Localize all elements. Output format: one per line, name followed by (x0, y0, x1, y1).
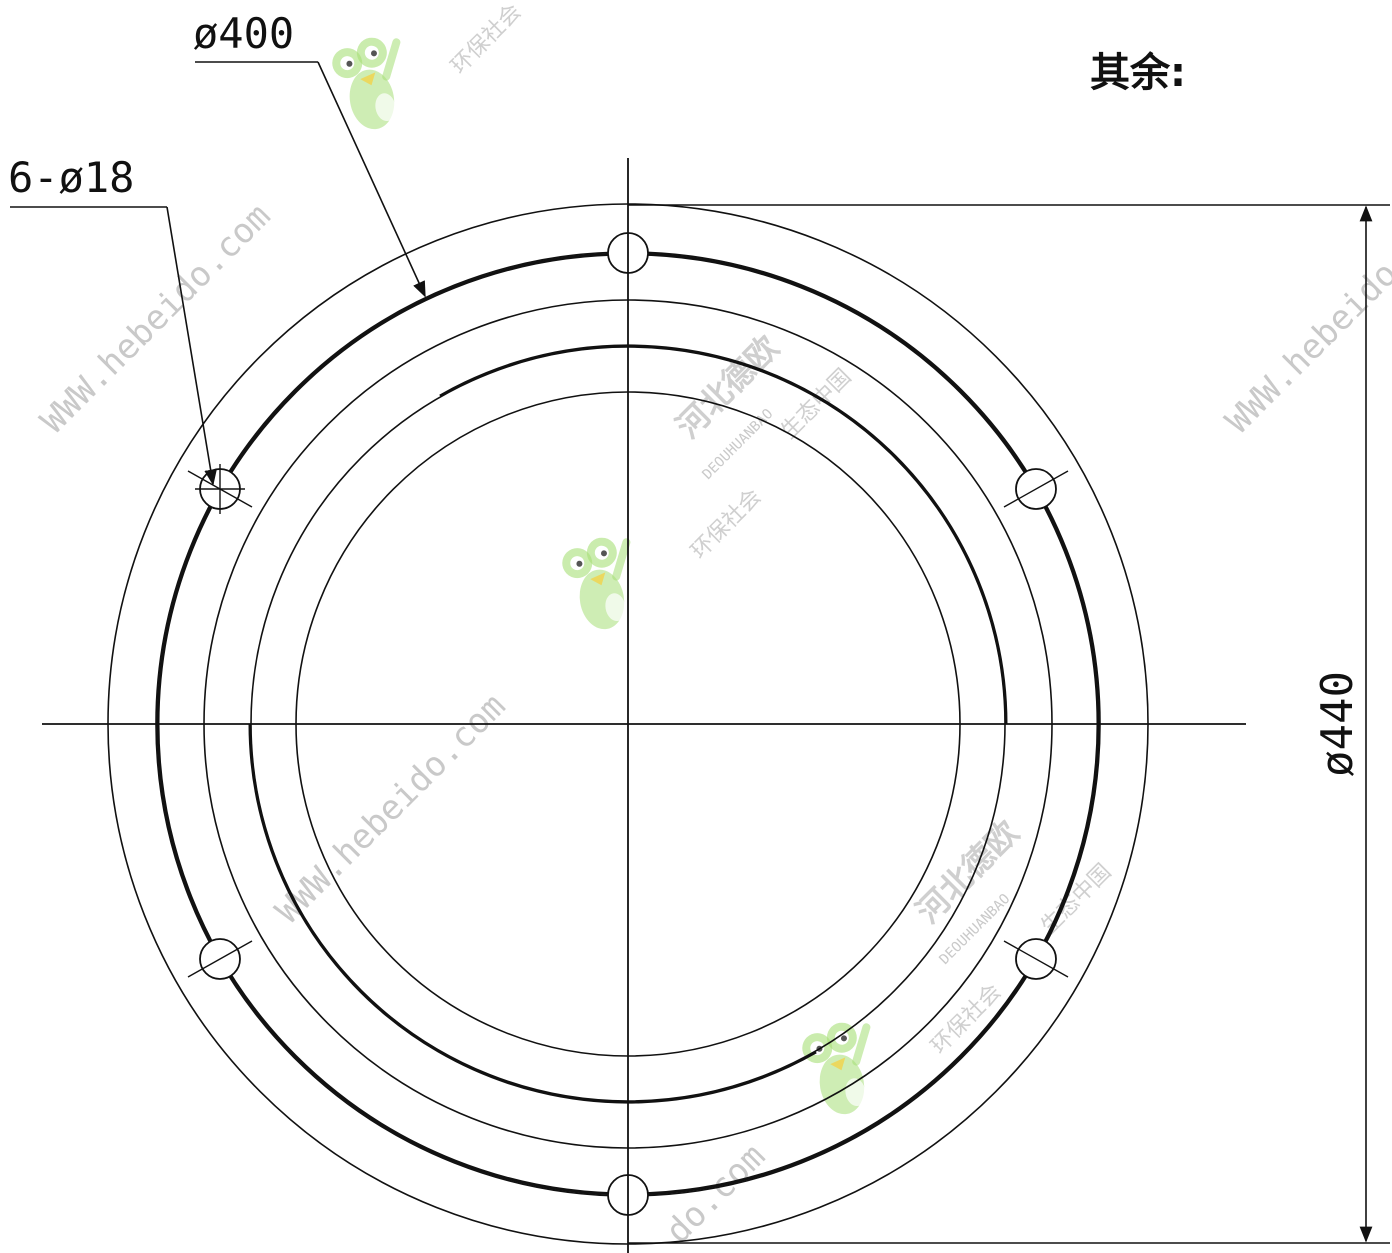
watermark-slogan: 生态中国 (777, 364, 857, 444)
watermark-brand: 河北德欧 (669, 328, 786, 445)
watermark-slogan: 环保社会 (687, 484, 767, 564)
remaining-note: 其余: (1090, 50, 1186, 96)
bolt-circle-label: ø400 (193, 9, 294, 58)
arc-upper-right (439, 344, 1008, 725)
holes-label: 6-ø18 (8, 153, 134, 202)
watermark-layer: WWW.hebeido.com WWW.hebeido.com WWW.hebe… (33, 0, 1392, 1251)
watermark-slogan: 环保社会 (447, 0, 527, 79)
watermark-url: WWW.hebeido.com (268, 686, 513, 931)
bolt-hole-centerlines (187, 464, 1069, 978)
arc-lower-left (248, 723, 817, 1104)
outer-diameter-dimension (628, 204, 1390, 1244)
bolt-circle-leader (195, 61, 426, 298)
holes-leader (10, 206, 217, 486)
outer-diameter-label: ø440 (1312, 671, 1363, 777)
frog-mascot-icon (799, 1018, 881, 1119)
watermark-brand: 河北德欧 (909, 813, 1026, 930)
watermark-url: WWW.hebeido.com (33, 196, 278, 441)
frog-mascot-icon (329, 33, 411, 134)
centerlines (42, 158, 1246, 1253)
